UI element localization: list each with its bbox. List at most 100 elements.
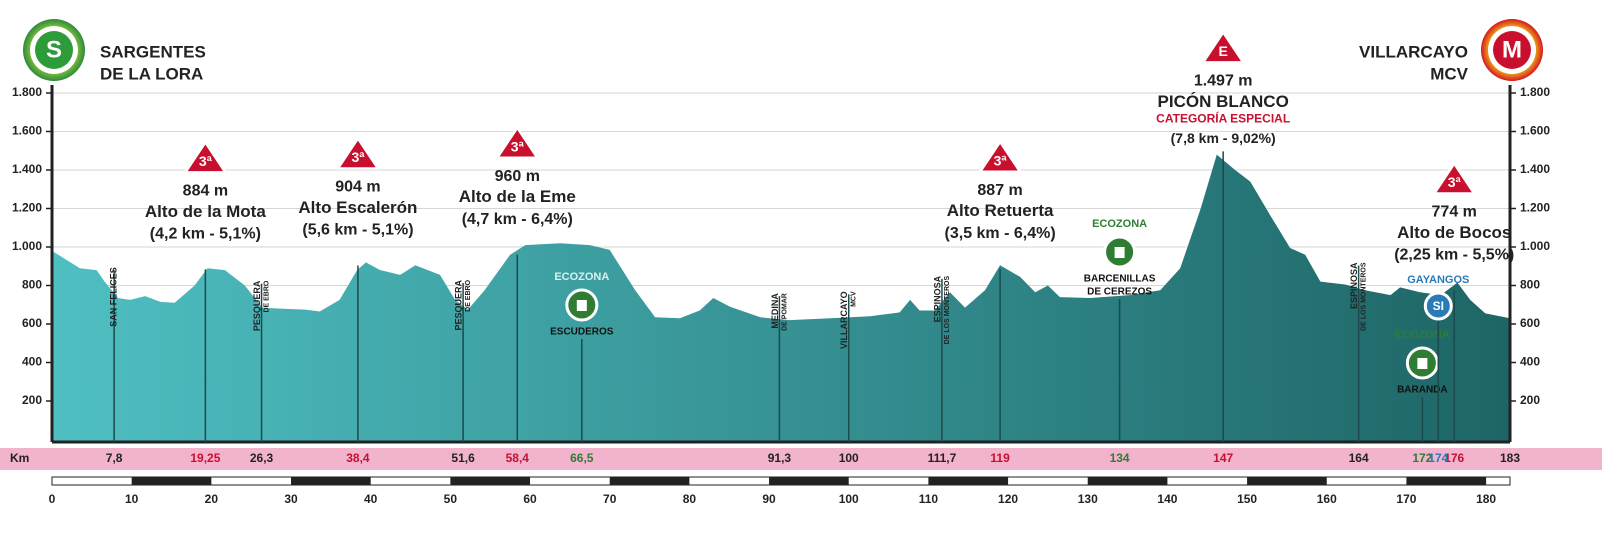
town-name: DE POMAR [781,293,788,331]
km-label: 176 [1444,451,1464,465]
x-tick-label: 110 [919,492,939,506]
y-tick-label: 600 [22,316,42,330]
y-tick-label: 600 [1520,316,1540,330]
climb-altitude: 1.497 m [1194,73,1253,90]
scale-segment [609,477,690,485]
x-tick-label: 170 [1396,492,1416,506]
km-label: 58,4 [506,451,530,465]
climb-name: Alto de Bocos [1397,223,1511,242]
scale-segment [1406,477,1487,485]
km-label: 19,25 [190,451,220,465]
category-label: 3ª [199,153,213,169]
finish-badge: M [1481,19,1543,81]
x-tick-label: 60 [523,492,537,506]
km-label: 134 [1110,451,1130,465]
km-title: Km [10,451,29,465]
climb-name: PICÓN BLANCO [1158,92,1289,111]
climb-detail: (2,25 km - 5,5%) [1394,247,1514,264]
climb-name: Alto de la Eme [459,187,576,206]
category-label: 3ª [994,152,1008,168]
ecozona-label: ECOZONA [554,271,609,283]
x-tick-label: 90 [762,492,776,506]
km-label: 100 [839,451,859,465]
x-tick-label: 130 [1078,492,1098,506]
x-tick-label: 120 [998,492,1018,506]
y-tick-label: 800 [1520,278,1540,292]
town-name: PESQUERA [252,280,262,331]
town-name: PESQUERA [453,279,463,330]
town-name: ESPINOSA [932,275,942,322]
km-label: 119 [990,451,1010,465]
ecozona-bin [1114,247,1125,258]
y-tick-label: 400 [22,355,42,369]
scale-segment [131,477,212,485]
x-tick-label: 100 [839,492,859,506]
sprint-name: GAYANGOS [1407,274,1469,286]
category-badge [1432,162,1476,195]
climb-altitude: 904 m [335,179,380,196]
x-tick-label: 180 [1476,492,1496,506]
town-name: DE EBRO [263,280,270,312]
category-label: 3ª [351,149,365,165]
town-name: DE EBRO [465,279,472,311]
ecozona-name: ESCUDEROS [550,327,614,338]
ecozona-name: DE CEREZOS [1087,287,1152,298]
category-label: 3ª [511,138,525,154]
y-tick-label: 400 [1520,355,1540,369]
km-label: 66,5 [570,451,594,465]
category-label: E [1219,43,1228,59]
y-tick-label: 1.200 [1520,201,1550,215]
y-tick-label: 1.400 [12,162,42,176]
ecozona-name: BARCENILLAS [1084,274,1156,285]
category-label: 3ª [1448,174,1462,190]
start-name: SARGENTES [100,42,206,61]
y-tick-label: 1.000 [12,239,42,253]
climb-name: Alto Retuerta [947,201,1054,220]
y-tick-label: 1.400 [1520,162,1550,176]
town-name: MEDINA [770,293,780,329]
category-badge [184,141,227,174]
y-tick-label: 1.000 [1520,239,1550,253]
x-tick-label: 140 [1157,492,1177,506]
category-badge [1201,31,1245,64]
category-badge [978,140,1022,174]
ecozona-label: ECOZONA [1395,329,1450,341]
town-name: MCV [851,291,858,307]
finish-badge-text: M [1502,36,1522,63]
category-badge [496,126,539,159]
ecozona-bin [576,300,587,311]
scale-segment [450,477,531,485]
climb-name: Alto Escalerón [298,198,417,217]
ecozona-bin [1417,358,1428,369]
x-tick-label: 40 [364,492,378,506]
y-tick-label: 1.600 [12,124,42,138]
ecozona-label: ECOZONA [1092,218,1147,230]
km-label: 174 [1428,451,1448,465]
y-tick-label: 1.800 [12,85,42,99]
km-label: 183 [1500,451,1520,465]
climb-detail: (4,7 km - 6,4%) [462,211,573,228]
climb-category: CATEGORÍA ESPECIAL [1156,110,1290,125]
climb-detail: (4,2 km - 5,1%) [150,226,261,243]
scale-segment [928,477,1009,485]
x-tick-label: 70 [603,492,617,506]
x-tick-label: 50 [444,492,458,506]
town-name: VILLARCAYO [839,291,849,349]
x-tick-label: 30 [284,492,298,506]
km-label: 7,8 [106,451,123,465]
climb-detail: (7,8 km - 9,02%) [1171,130,1276,146]
km-label: 91,3 [768,451,792,465]
y-tick-label: 800 [22,278,42,292]
x-tick-label: 80 [683,492,697,506]
y-tick-label: 200 [22,393,42,407]
x-tick-label: 160 [1317,492,1337,506]
km-label: 147 [1213,451,1233,465]
km-label: 111,7 [928,451,957,465]
scale-segment [769,477,849,485]
km-label: 51,6 [451,451,475,465]
ecozona-name: BARANDA [1397,385,1448,396]
start-name: DE LA LORA [100,64,203,83]
y-tick-label: 1.800 [1520,85,1550,99]
start-badge-text: S [46,36,62,63]
